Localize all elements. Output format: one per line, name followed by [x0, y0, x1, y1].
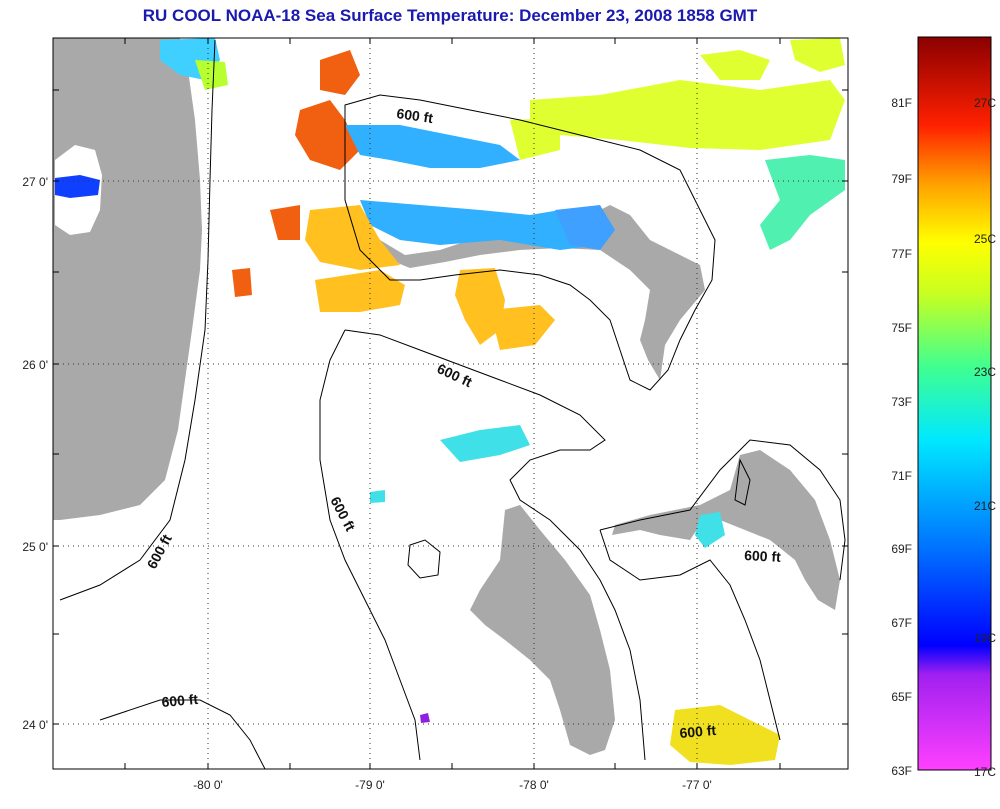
lat-tick-label: 26 0'	[22, 358, 48, 372]
colorbar-c-labels: 27C 25C 23C 21C 19C 17C	[974, 96, 996, 779]
lat-tick-label: 24 0'	[22, 718, 48, 732]
colorbar-f-label: 69F	[891, 542, 912, 556]
colorbar-c-label: 21C	[974, 499, 996, 513]
colorbar-f-label: 73F	[891, 395, 912, 409]
colorbar-f-labels: 81F 79F 77F 75F 73F 71F 69F 67F 65F 63F	[891, 96, 912, 778]
colorbar-c-label: 19C	[974, 631, 996, 645]
colorbar-c-label: 17C	[974, 765, 996, 779]
colorbar-f-label: 81F	[891, 96, 912, 110]
colorbar-c-label: 23C	[974, 365, 996, 379]
colorbar-f-label: 77F	[891, 247, 912, 261]
lake-sst-blue	[55, 175, 100, 198]
contour-label: 600 ft	[396, 105, 435, 126]
eleuthera-land	[612, 450, 840, 610]
colorbar-f-label: 75F	[891, 321, 912, 335]
colorbar-c-label: 25C	[974, 232, 996, 246]
contour-label: 600 ft	[679, 722, 717, 741]
colorbar	[917, 36, 992, 771]
lon-tick-label: -78 0'	[519, 778, 549, 792]
contour-label: 600 ft	[744, 547, 782, 565]
lon-tick-label: -77 0'	[682, 778, 712, 792]
gridlines	[53, 38, 848, 769]
sst-patches	[160, 38, 845, 765]
depth-contours	[59, 39, 846, 769]
colorbar-f-label: 67F	[891, 616, 912, 630]
frame-ticks	[53, 38, 848, 769]
grand-bahama-land	[360, 205, 705, 380]
lon-tick-label: -79 0'	[355, 778, 385, 792]
map-title: RU COOL NOAA-18 Sea Surface Temperature:…	[142, 6, 758, 25]
colorbar-f-label: 71F	[891, 469, 912, 483]
lat-tick-label: 27 0'	[22, 175, 48, 189]
map-frame	[52, 37, 849, 770]
colorbar-f-label: 63F	[891, 764, 912, 778]
colorbar-f-label: 79F	[891, 172, 912, 186]
colorbar-f-label: 65F	[891, 690, 912, 704]
lon-tick-label: -80 0'	[193, 778, 223, 792]
contour-label: 600 ft	[161, 691, 199, 710]
lat-tick-label: 25 0'	[22, 540, 48, 554]
lat-tick-labels: 27 0' 26 0' 25 0' 24 0'	[22, 175, 48, 732]
andros-land	[470, 505, 615, 755]
colorbar-c-label: 27C	[974, 96, 996, 110]
lon-tick-labels: -80 0' -79 0' -78 0' -77 0'	[193, 778, 712, 792]
